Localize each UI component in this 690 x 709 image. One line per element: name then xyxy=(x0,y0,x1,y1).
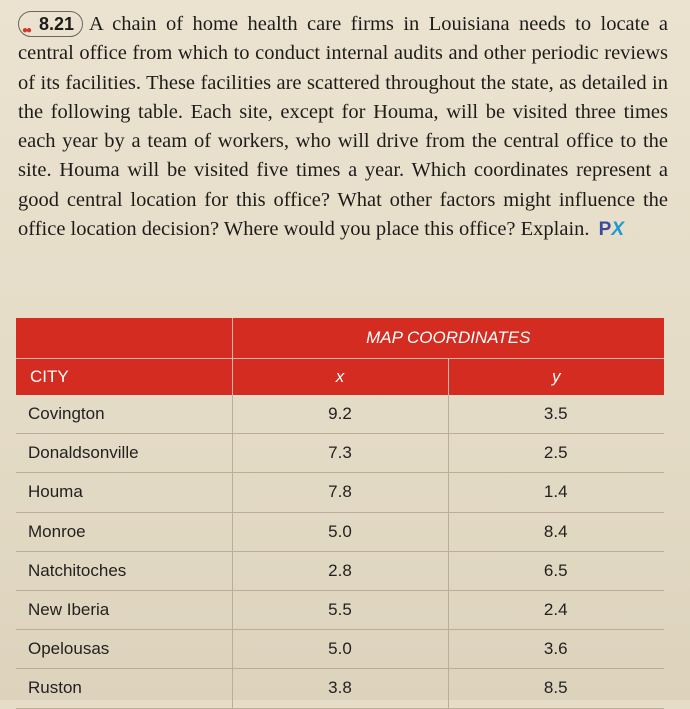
table-header-row: CITY x y xyxy=(16,358,664,395)
problem-text: A chain of home health care firms in Lou… xyxy=(18,13,668,241)
y-column-header: y xyxy=(447,358,664,395)
px-logo-icon: PX xyxy=(599,215,624,244)
table-row: Donaldsonville 7.3 2.5 xyxy=(16,433,664,474)
y-cell: 8.4 xyxy=(448,512,664,552)
table-row: Natchitoches 2.8 6.5 xyxy=(16,551,664,591)
coordinates-table: MAP COORDINATES CITY x y Covington 9.2 3… xyxy=(16,318,664,709)
y-cell: 8.5 xyxy=(448,668,664,709)
table-row: Monroe 5.0 8.4 xyxy=(16,512,664,552)
problem-number-badge: ●● 8.21 xyxy=(18,11,84,37)
city-cell: New Iberia xyxy=(16,590,233,631)
city-column-header: CITY xyxy=(16,358,232,395)
table-row: Houma 7.8 1.4 xyxy=(16,472,664,513)
table-body: Covington 9.2 3.5 Donaldsonville 7.3 2.5… xyxy=(16,395,664,709)
table-group-header-row: MAP COORDINATES xyxy=(16,318,664,359)
y-cell: 1.4 xyxy=(448,472,664,513)
city-cell: Donaldsonville xyxy=(16,433,233,474)
map-coordinates-header: MAP COORDINATES xyxy=(231,318,664,359)
city-cell: Ruston xyxy=(16,668,233,709)
x-cell: 2.8 xyxy=(232,551,449,591)
x-column-header: x xyxy=(231,358,448,395)
y-cell: 6.5 xyxy=(448,551,664,591)
x-cell: 7.3 xyxy=(232,433,449,474)
x-cell: 5.0 xyxy=(232,512,449,552)
table-row: Covington 9.2 3.5 xyxy=(16,395,664,435)
problem-statement: ●● 8.21 A chain of home health care firms … xyxy=(18,10,668,244)
px-logo-p: P xyxy=(598,219,612,241)
x-cell: 7.8 xyxy=(232,472,449,513)
px-logo-x: X xyxy=(611,219,625,241)
y-cell: 3.6 xyxy=(448,629,664,670)
table-group-header-blank xyxy=(16,318,232,359)
table-row: New Iberia 5.5 2.4 xyxy=(16,590,664,631)
table-row: Opelousas 5.0 3.6 xyxy=(16,629,664,670)
x-cell: 5.5 xyxy=(232,590,449,631)
city-cell: Houma xyxy=(16,472,233,513)
x-cell: 5.0 xyxy=(232,629,449,670)
y-cell: 2.4 xyxy=(448,590,664,631)
difficulty-dots-icon: ●● xyxy=(22,25,32,36)
problem-number: 8.21 xyxy=(39,14,75,34)
x-cell: 9.2 xyxy=(232,395,449,435)
city-cell: Natchitoches xyxy=(16,551,233,591)
city-cell: Covington xyxy=(16,395,233,435)
y-cell: 3.5 xyxy=(448,395,664,435)
table-row: Ruston 3.8 8.5 xyxy=(16,668,664,709)
city-cell: Monroe xyxy=(16,512,233,552)
y-cell: 2.5 xyxy=(448,433,664,474)
city-cell: Opelousas xyxy=(16,629,233,670)
coordinates-table-container: MAP COORDINATES CITY x y Covington 9.2 3… xyxy=(16,318,664,709)
x-cell: 3.8 xyxy=(232,668,449,709)
